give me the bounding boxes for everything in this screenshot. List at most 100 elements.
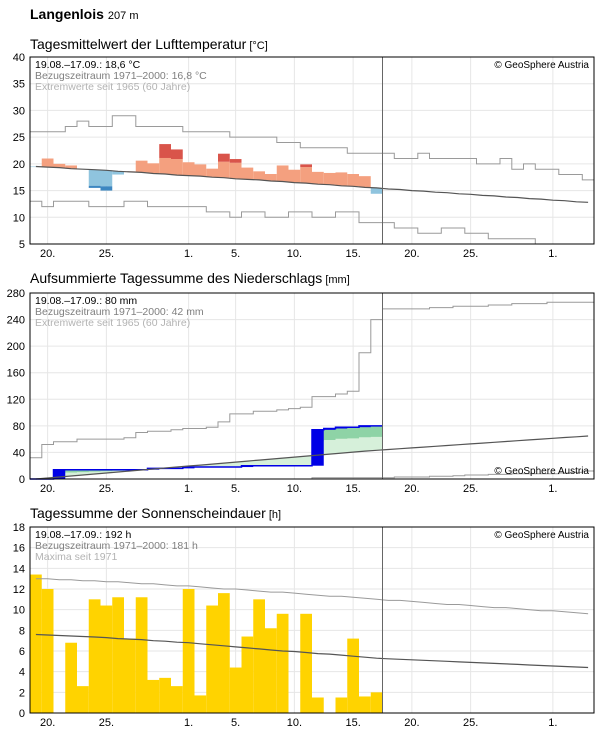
x-tick-label: 1. — [184, 248, 193, 260]
x-tick-label: 15. — [345, 483, 360, 495]
sunshine-bar — [41, 589, 54, 713]
y-tick-label: 4 — [19, 667, 25, 679]
y-tick-label: 0 — [19, 708, 25, 720]
temperature-bar — [147, 163, 160, 174]
sunshine-bar — [159, 677, 171, 713]
temperature-info-current: 19.08.–17.09.: 18,6 °C — [35, 59, 141, 71]
precipitation-info-reference: Bezugszeitraum 1971–2000: 42 mm — [35, 306, 204, 318]
sunshine-maxima-line — [35, 578, 589, 615]
temperature-plot: 5 10 15 20 25 30 35 40 20. 25. 1. 5. 10. 15. 20. 25. 1. 1… — [13, 52, 595, 260]
sunshine-bar — [312, 697, 324, 713]
temperature-bar-extreme — [100, 186, 113, 191]
sunshine-bar — [218, 593, 230, 713]
temperature-frame — [29, 56, 595, 245]
temperature-bar — [100, 170, 113, 187]
x-tick-label: 15. — [345, 717, 360, 729]
sunshine-plot: 0 2 4 6 8 10 12 14 16 18 20. 25. 1. 5. 10. 15. 20. 25. 1. 1… — [13, 522, 595, 729]
sunshine-info-extremes: Maxima seit 1971 — [35, 551, 117, 563]
x-tick-label: 10. — [287, 717, 302, 729]
sunshine-bar — [300, 613, 312, 713]
sunshine-bar — [171, 686, 183, 713]
temperature-bar-extreme — [159, 144, 171, 158]
sunshine-title-text: Tagessumme der Sonnenscheindauer — [30, 505, 266, 521]
y-tick-label: 16 — [13, 543, 25, 555]
y-tick-label: 2 — [19, 687, 25, 699]
sunshine-bar — [335, 697, 348, 713]
sunshine-bar — [276, 613, 289, 713]
sunshine-bar — [124, 638, 136, 713]
temperature-bar — [323, 172, 336, 185]
temperature-info-reference: Bezugszeitraum 1971–2000: 16,8 °C — [35, 70, 207, 82]
precipitation-info-extremes: Extremwerte seit 1965 (60 Jahre) — [35, 317, 190, 329]
x-tick-label: 20. — [404, 483, 419, 495]
sunshine-bar — [347, 638, 359, 713]
x-tick-label: 20. — [40, 248, 55, 260]
x-tick-label: 1. — [184, 717, 193, 729]
precipitation-extreme-max-line — [30, 301, 594, 459]
y-tick-label: 0 — [19, 474, 25, 486]
station-name: Langenlois — [30, 6, 104, 22]
temperature-bar — [265, 174, 277, 181]
y-tick-label: 10 — [13, 605, 25, 617]
temperature-bar — [65, 165, 77, 169]
temperature-bar — [347, 174, 359, 187]
x-tick-label: 25. — [463, 248, 478, 260]
sunshine-panel-title: Tagessumme der Sonnenscheindauer [h] — [30, 505, 281, 521]
y-tick-label: 20 — [13, 159, 25, 171]
sunshine-info-current: 19.08.–17.09.: 192 h — [35, 529, 131, 541]
temperature-panel-title: Tagesmittelwert der Lufttemperatur [°C] — [30, 36, 268, 52]
y-tick-label: 35 — [13, 79, 25, 91]
y-tick-label: 10 — [13, 212, 25, 224]
temperature-bar — [206, 168, 218, 178]
x-tick-label: 5. — [231, 248, 240, 260]
temperature-bar — [171, 159, 183, 176]
x-tick-label: 10. — [287, 248, 302, 260]
temperature-bar — [182, 162, 195, 176]
temperature-info-extremes: Extremwerte seit 1965 (60 Jahre) — [35, 81, 190, 93]
x-tick-label: 25. — [463, 717, 478, 729]
y-tick-label: 8 — [19, 625, 25, 637]
sunshine-bar — [229, 667, 242, 713]
temperature-extreme-min-line — [30, 200, 594, 245]
x-tick-label: 20. — [404, 717, 419, 729]
precipitation-cumulative-line — [30, 425, 383, 480]
sunshine-bar — [65, 642, 77, 713]
precipitation-plot: 0 40 80 120 160 200 240 280 20. 25. 1. 5. 10. 15. 20. 2… — [7, 288, 595, 495]
y-tick-label: 240 — [7, 315, 25, 327]
temperature-bar — [218, 161, 230, 178]
temperature-bar — [53, 163, 66, 168]
y-tick-label: 14 — [13, 563, 25, 575]
precipitation-daily-bar — [53, 469, 66, 479]
y-tick-label: 12 — [13, 584, 25, 596]
temperature-bar — [359, 176, 371, 188]
precipitation-info-current: 19.08.–17.09.: 80 mm — [35, 295, 137, 307]
temperature-bar — [276, 165, 289, 182]
temperature-bar — [253, 171, 265, 180]
y-tick-label: 30 — [13, 105, 25, 117]
x-tick-label: 1. — [548, 717, 557, 729]
y-tick-label: 160 — [7, 368, 25, 380]
sunshine-bar — [206, 605, 218, 713]
sunshine-normal-line — [35, 633, 589, 669]
x-tick-label: 1. — [548, 483, 557, 495]
sunshine-bar — [112, 597, 124, 713]
x-tick-label: 1. — [184, 483, 193, 495]
temperature-bar — [88, 169, 101, 186]
y-tick-label: 40 — [13, 52, 25, 64]
y-tick-label: 5 — [19, 239, 25, 251]
sunshine-bar — [265, 628, 277, 713]
sunshine-copyright: © GeoSphere Austria — [494, 530, 589, 541]
temperature-bar — [30, 166, 42, 168]
temperature-bar — [241, 167, 254, 180]
x-tick-label: 15. — [345, 248, 360, 260]
precipitation-fill-dark — [30, 425, 383, 479]
y-tick-label: 6 — [19, 646, 25, 658]
station-header: Langenlois 207 m — [30, 6, 138, 22]
y-tick-label: 120 — [7, 394, 25, 406]
sunshine-bar — [100, 605, 113, 713]
sunshine-bar — [135, 597, 148, 713]
sunshine-bar — [359, 696, 371, 713]
temperature-extreme-max-line — [30, 115, 594, 181]
precipitation-normal-line — [35, 435, 589, 480]
